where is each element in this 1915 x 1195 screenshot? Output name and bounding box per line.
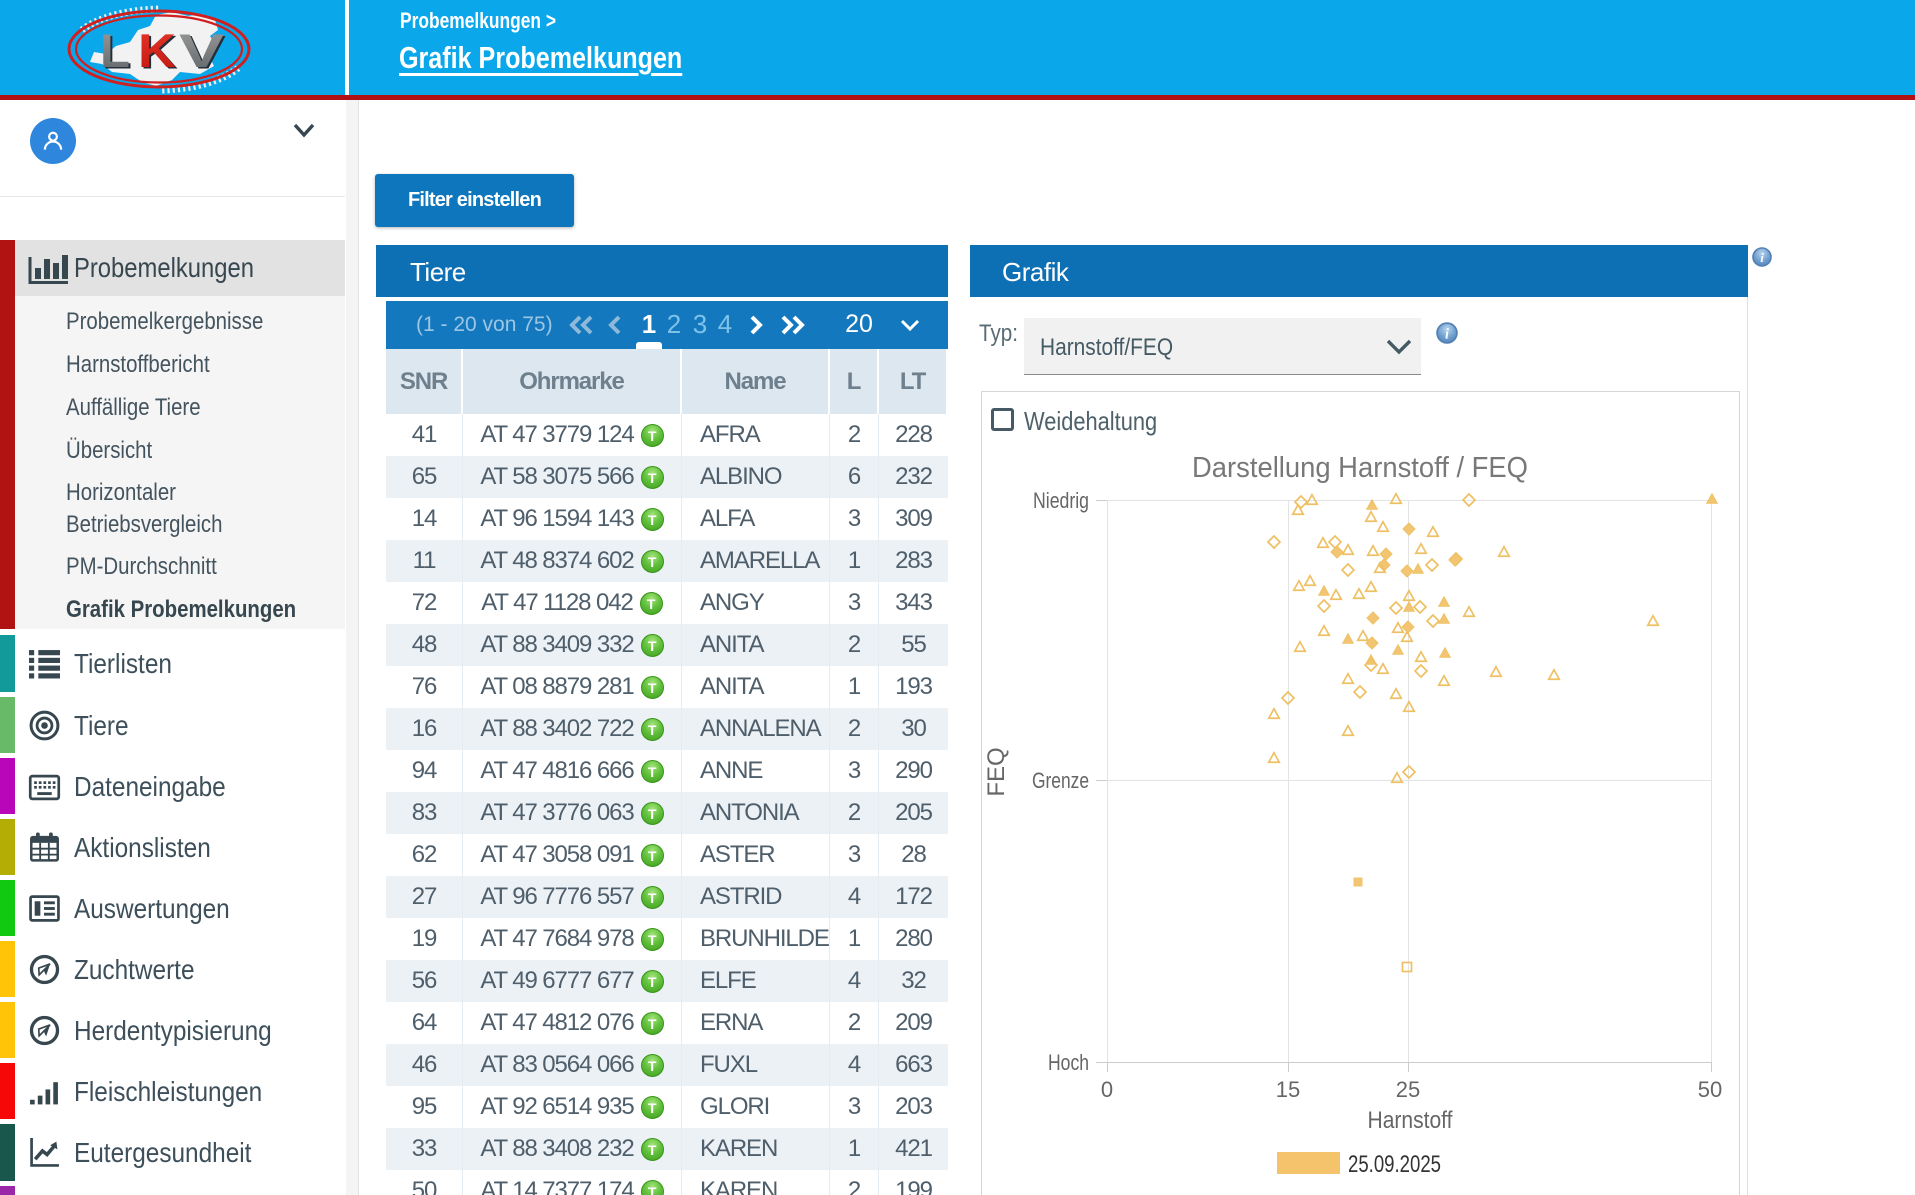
svg-text:L: L xyxy=(100,24,130,77)
svg-text:0: 0 xyxy=(1101,1077,1113,1102)
svg-text:V: V xyxy=(181,26,227,79)
svg-text:K: K xyxy=(140,26,178,79)
svg-text:L: L xyxy=(102,26,132,79)
svg-text:25: 25 xyxy=(1396,1077,1420,1102)
svg-text:Darstellung Harnstoff / FEQ: Darstellung Harnstoff / FEQ xyxy=(1192,452,1528,484)
svg-text:Hoch: Hoch xyxy=(1048,1050,1089,1075)
svg-text:V: V xyxy=(179,24,225,77)
svg-text:25.09.2025: 25.09.2025 xyxy=(1348,1151,1441,1178)
svg-text:i: i xyxy=(1445,327,1449,343)
svg-text:Grenze: Grenze xyxy=(1032,768,1089,793)
svg-text:15: 15 xyxy=(1276,1077,1300,1102)
svg-text:Harnstoff: Harnstoff xyxy=(1368,1107,1453,1134)
svg-text:Niedrig: Niedrig xyxy=(1033,488,1089,513)
svg-text:i: i xyxy=(1760,250,1764,265)
svg-text:K: K xyxy=(138,24,176,77)
svg-text:50: 50 xyxy=(1698,1077,1722,1102)
svg-text:FEQ: FEQ xyxy=(983,747,1010,796)
